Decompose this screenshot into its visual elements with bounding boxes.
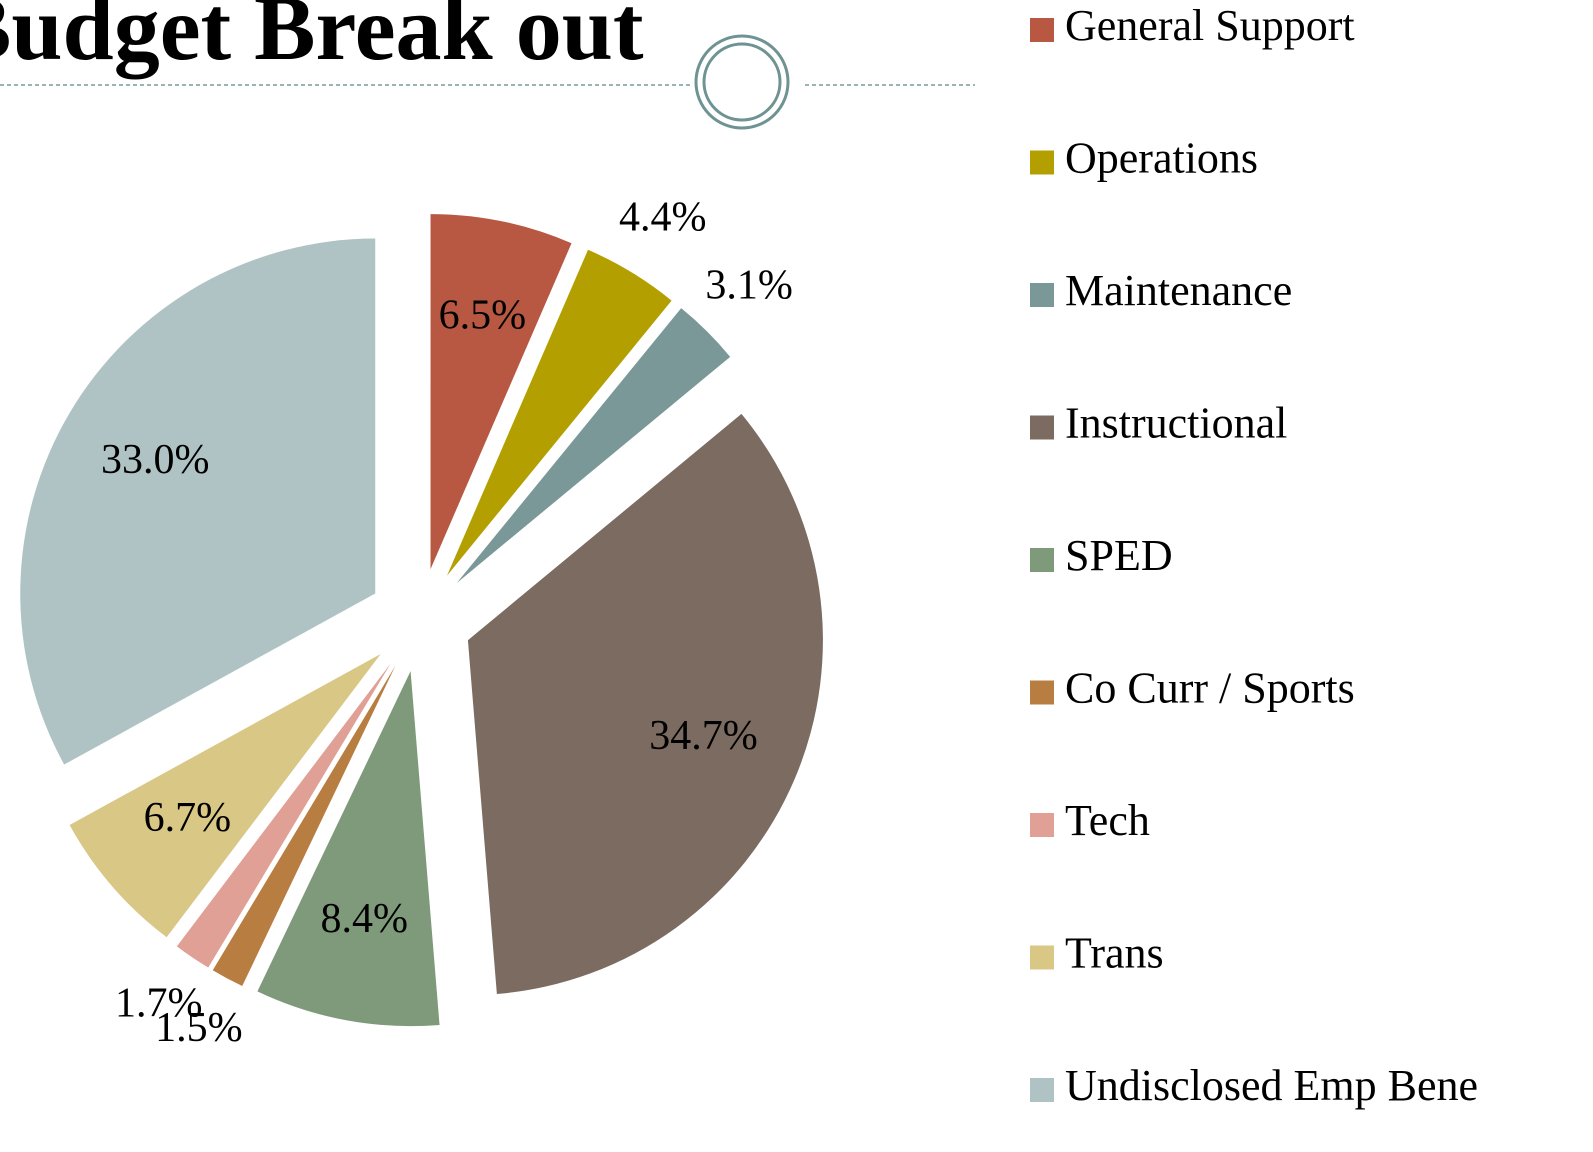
legend-label: Maintenance [1065, 266, 1292, 315]
legend-swatch [1030, 283, 1054, 307]
pie-slice [20, 238, 376, 765]
data-label: 33.0% [101, 437, 210, 483]
legend-label: Instructional [1065, 399, 1287, 448]
pie-slice [456, 308, 731, 584]
legend-label: Trans [1065, 929, 1164, 978]
legend-swatch [1030, 680, 1054, 705]
data-label: 8.4% [321, 896, 409, 942]
legend-label: SPED [1065, 531, 1173, 580]
data-label: 34.7% [649, 713, 758, 759]
legend-label: Co Curr / Sports [1065, 664, 1355, 713]
data-label: 4.4% [619, 195, 707, 241]
pie-slice [430, 214, 572, 570]
ornament [694, 34, 790, 130]
chart-title: Budget Break out [0, 0, 644, 79]
legend-label: Undisclosed Emp Bene [1065, 1061, 1478, 1110]
legend-swatch [1030, 813, 1054, 837]
ornament [702, 42, 782, 122]
pie-slice [176, 663, 391, 968]
legend-swatch [1030, 548, 1054, 572]
pie-slice [447, 249, 672, 576]
legend-swatch [1030, 18, 1054, 42]
data-label: 6.5% [439, 292, 527, 338]
data-label: 1.7% [115, 981, 203, 1027]
pie-slice [69, 654, 381, 938]
legend-label: General Support [1065, 1, 1355, 50]
legend-swatch [1030, 945, 1054, 970]
data-label: 3.1% [705, 262, 793, 308]
legend-swatch [1030, 150, 1054, 175]
legend-label: Tech [1065, 796, 1150, 845]
data-label: 1.5% [155, 1005, 243, 1051]
legend-label: Operations [1065, 134, 1258, 183]
pie-slice [257, 671, 440, 1027]
data-label: 6.7% [144, 795, 232, 841]
pie-slice [212, 665, 396, 987]
legend-swatch [1030, 1078, 1054, 1102]
legend-swatch [1030, 415, 1054, 440]
pie-slice [467, 413, 823, 995]
